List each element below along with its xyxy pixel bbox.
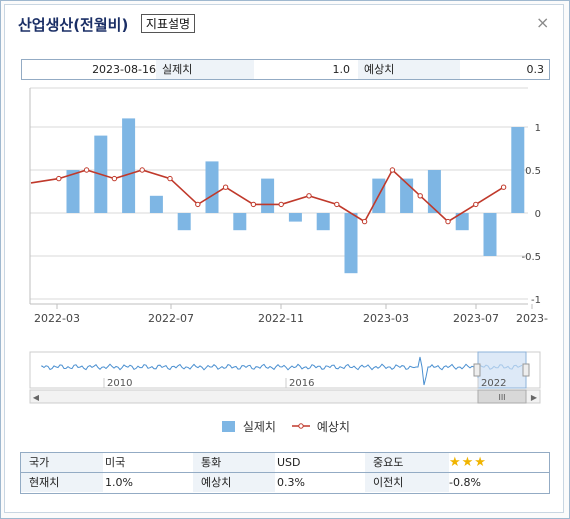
- actual-label: 실제치: [156, 60, 254, 79]
- forecast-value: 0.3: [526, 63, 545, 76]
- x-tick-label: 2022-03: [34, 312, 80, 325]
- window-title: 산업생산(전월비): [18, 16, 129, 34]
- country-value: 미국: [105, 456, 126, 469]
- scrollbar-grip-icon: III: [498, 393, 505, 402]
- x-tick-label: 2023-: [516, 312, 548, 325]
- navigator-selection[interactable]: [477, 351, 527, 389]
- x-tick-label: 2022-07: [148, 312, 194, 325]
- info-row: 현재치 1.0% 예상치 0.3% 이전치 -0.8%: [21, 473, 549, 492]
- y-tick-label: 1: [535, 123, 541, 134]
- bar: [233, 213, 247, 231]
- scrollbar-thumb[interactable]: [477, 389, 527, 404]
- forecast-info-label: 예상치: [193, 473, 275, 492]
- chart-bars: [66, 118, 525, 274]
- actual-value: 1.0: [332, 63, 351, 76]
- close-icon[interactable]: ×: [536, 13, 550, 32]
- forecast-marker: [473, 201, 479, 208]
- forecast-marker: [445, 218, 451, 225]
- bar: [122, 118, 136, 213]
- y-tick-label: 0.5: [525, 166, 541, 177]
- forecast-marker: [83, 167, 90, 173]
- y-tick-label: 0: [535, 209, 541, 220]
- navigator[interactable]: 2010 2016 2022: [29, 351, 541, 389]
- forecast-marker: [389, 167, 396, 173]
- forecast-marker: [278, 201, 284, 208]
- navigator-tick-label: 2010: [107, 378, 132, 389]
- chart-gridlines: [29, 87, 528, 305]
- forecast-marker: [167, 175, 173, 182]
- importance-stars-icon: ★★★: [449, 455, 487, 470]
- bar: [455, 213, 469, 231]
- bar: [205, 161, 219, 213]
- current-label: 현재치: [21, 473, 103, 492]
- navigator-ticks: 2010 2016 2022: [103, 378, 506, 389]
- summary-bar: 2023-08-16 실제치 1.0 예상치 0.3: [21, 59, 550, 80]
- country-label: 국가: [21, 453, 103, 472]
- scroll-left-icon[interactable]: ◀: [33, 393, 40, 402]
- previous-label: 이전치: [365, 473, 449, 492]
- forecast-marker: [306, 193, 312, 199]
- release-date: 2023-08-16: [92, 63, 156, 76]
- navigator-tick-label: 2016: [289, 378, 314, 389]
- bar: [427, 170, 441, 213]
- scrollbar-track[interactable]: [29, 389, 541, 404]
- info-row: 국가 미국 통화 USD 중요도 ★★★: [21, 453, 549, 473]
- importance-label: 중요도: [365, 453, 449, 472]
- navigator-series: [41, 356, 523, 386]
- bar: [344, 213, 358, 274]
- forecast-line-series: [30, 167, 507, 225]
- legend-item-actual[interactable]: 실제치: [222, 418, 276, 435]
- bar: [483, 213, 497, 256]
- legend-item-forecast[interactable]: 예상치: [292, 418, 350, 435]
- current-value: 1.0%: [105, 476, 133, 489]
- forecast-marker: [195, 201, 201, 208]
- previous-value: -0.8%: [449, 476, 481, 489]
- forecast-marker: [334, 201, 340, 208]
- bar: [288, 213, 302, 222]
- navigator-tick-label: 2022: [481, 378, 506, 389]
- forecast-line: [30, 168, 505, 223]
- forecast-marker: [250, 201, 257, 208]
- navigator-scrollbar[interactable]: III ◀ ▶: [29, 389, 541, 404]
- forecast-marker: [361, 218, 368, 225]
- scroll-right-icon[interactable]: ▶: [531, 393, 538, 402]
- legend-actual-label: 실제치: [242, 420, 276, 434]
- y-axis-ticks: 1 0.5 0 -0.5 -1: [521, 123, 541, 306]
- bar: [66, 170, 80, 213]
- bar: [511, 127, 525, 213]
- currency-label: 통화: [193, 453, 275, 472]
- forecast-marker: [139, 167, 145, 173]
- forecast-marker: [56, 175, 62, 182]
- x-tick-label: 2022-11: [258, 312, 304, 325]
- forecast-info-value: 0.3%: [277, 476, 305, 489]
- forecast-marker: [111, 175, 118, 182]
- forecast-marker: [417, 193, 423, 199]
- indicator-info-table: 국가 미국 통화 USD 중요도 ★★★ 현재치 1.0% 예상치 0.3% 이…: [20, 452, 550, 494]
- currency-value: USD: [277, 456, 301, 469]
- legend-bar-swatch: [222, 421, 235, 432]
- y-tick-label: -1: [531, 295, 541, 306]
- legend-forecast-label: 예상치: [316, 420, 350, 434]
- indicator-info-button[interactable]: 지표설명: [141, 14, 195, 33]
- x-axis-ticks: 2022-03 2022-07 2022-11 2023-03 2023-07 2023-: [34, 304, 548, 325]
- bar: [149, 195, 163, 213]
- bar: [261, 178, 275, 213]
- navigator-right-handle[interactable]: [522, 363, 530, 377]
- bar: [177, 213, 191, 231]
- x-tick-label: 2023-07: [453, 312, 499, 325]
- legend-line-swatch: [292, 423, 310, 429]
- navigator-frame: [29, 351, 541, 389]
- forecast-marker: [500, 184, 507, 190]
- y-tick-label: -0.5: [521, 252, 541, 263]
- window-body: [4, 4, 564, 513]
- forecast-label: 예상치: [358, 60, 460, 79]
- navigator-left-handle[interactable]: [473, 363, 481, 377]
- bar: [316, 213, 330, 231]
- x-tick-label: 2023-03: [363, 312, 409, 325]
- forecast-marker: [222, 184, 229, 190]
